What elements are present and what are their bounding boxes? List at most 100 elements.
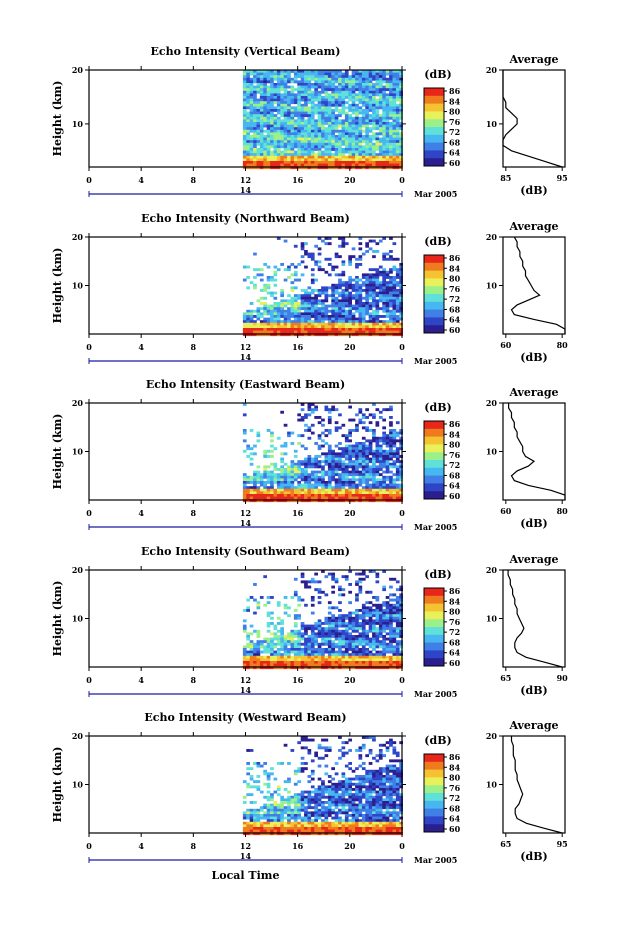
heatmap-cell [327, 622, 332, 625]
heatmap-cell [314, 457, 318, 461]
heatmap-cell [321, 307, 325, 311]
heatmap-cell [399, 663, 403, 667]
heatmap-cell [389, 658, 393, 662]
heatmap-cell [304, 302, 308, 305]
heatmap-cell [314, 462, 318, 466]
heatmap-cell [304, 333, 308, 337]
heatmap-cell [341, 283, 346, 287]
heatmap-cell [355, 473, 359, 477]
heatmap-cell [338, 653, 342, 657]
heatmap-cell [324, 330, 329, 334]
heatmap-cell [321, 470, 325, 474]
heatmap-cell [242, 330, 247, 334]
heatmap-cell [290, 478, 295, 482]
heatmap-cell [246, 80, 250, 84]
heatmap-cell [382, 328, 386, 331]
heatmap-cell [276, 475, 281, 479]
heatmap-cell [389, 494, 393, 497]
heatmap-cell [263, 289, 267, 292]
heatmap-cell [253, 132, 257, 136]
colorbar-swatch [424, 270, 444, 279]
heatmap-cell [324, 309, 329, 313]
heatmap-cell [338, 85, 342, 89]
heatmap-cell [375, 473, 380, 477]
heatmap-cell [331, 312, 335, 316]
heatmap-cell [321, 746, 325, 750]
heatmap-cell [297, 312, 301, 316]
heatmap-cell [378, 444, 383, 448]
heatmap-cell [307, 75, 312, 79]
heatmap-cell [259, 155, 264, 159]
heatmap-cell [361, 80, 366, 84]
heatmap-cell [317, 601, 322, 605]
heatmap-cell [304, 101, 308, 105]
heatmap-cell [310, 252, 315, 256]
heatmap-cell [378, 150, 383, 154]
heatmap-cell [259, 278, 264, 282]
colorbar-tick-label: 68 [449, 637, 461, 647]
heatmap-cell [365, 635, 369, 638]
heatmap-cell [378, 650, 383, 654]
heatmap-cell [297, 161, 301, 164]
heatmap-cell [304, 127, 308, 131]
heatmap-cell [263, 85, 267, 89]
heatmap-cell [304, 738, 308, 742]
heatmap-cell [304, 109, 308, 112]
heatmap-cell [246, 158, 250, 162]
heatmap-cell [314, 307, 318, 311]
colorbar-tick-label: 68 [449, 137, 461, 147]
heatmap-cell [266, 328, 271, 331]
heatmap-cell [389, 150, 393, 154]
heatmap-cell [317, 481, 322, 484]
heatmap-cell [249, 96, 254, 99]
heatmap-cell [399, 653, 403, 657]
heatmap-cell [389, 255, 393, 259]
heatmap-cell [365, 296, 369, 300]
heatmap-cell [348, 465, 352, 469]
heatmap-cell [355, 496, 359, 500]
heatmap-cell [242, 658, 247, 662]
heatmap-cell [300, 244, 305, 248]
heatmap-cell [280, 299, 284, 303]
heatmap-cell [287, 491, 291, 495]
heatmap-cell [351, 478, 356, 482]
heatmap-cell [361, 312, 366, 316]
heatmap-cell [293, 106, 298, 110]
heatmap-cell [331, 616, 335, 620]
heatmap-cell [355, 622, 359, 625]
heatmap-cell [348, 447, 352, 451]
heatmap-cell [327, 431, 332, 435]
heatmap-cell [321, 663, 325, 667]
heatmap-cell [259, 307, 264, 311]
heatmap-cell [307, 436, 312, 440]
heatmap-cell [310, 632, 315, 636]
heatmap-cell [334, 80, 339, 84]
heatmap-cell [372, 632, 376, 636]
heatmap-cell [297, 658, 301, 662]
heatmap-cell [375, 455, 380, 458]
heatmap-cell [382, 93, 386, 97]
heatmap-cell [382, 650, 386, 654]
heatmap-cell [324, 242, 329, 246]
heatmap-cell [304, 312, 308, 316]
heatmap-cell [293, 653, 298, 657]
heatmap-cell [348, 452, 352, 456]
heatmap-cell [338, 655, 342, 659]
y-tick-label: 10 [72, 119, 84, 129]
heatmap-cell [341, 96, 346, 99]
heatmap-cell [304, 328, 308, 331]
heatmap-cell [341, 452, 346, 456]
heatmap-cell [297, 83, 301, 86]
heatmap-cell [365, 429, 369, 432]
heatmap-cell [293, 304, 298, 308]
heatmap-cell [283, 77, 288, 81]
heatmap-cell [375, 75, 380, 79]
heatmap-cell [324, 70, 329, 73]
heatmap-cell [307, 124, 312, 128]
heatmap-cell [304, 309, 308, 313]
heatmap-cell [365, 496, 369, 500]
heatmap-cell [321, 145, 325, 149]
heatmap-cell [321, 320, 325, 324]
heatmap-cell [389, 291, 393, 295]
heatmap-cell [283, 153, 288, 157]
